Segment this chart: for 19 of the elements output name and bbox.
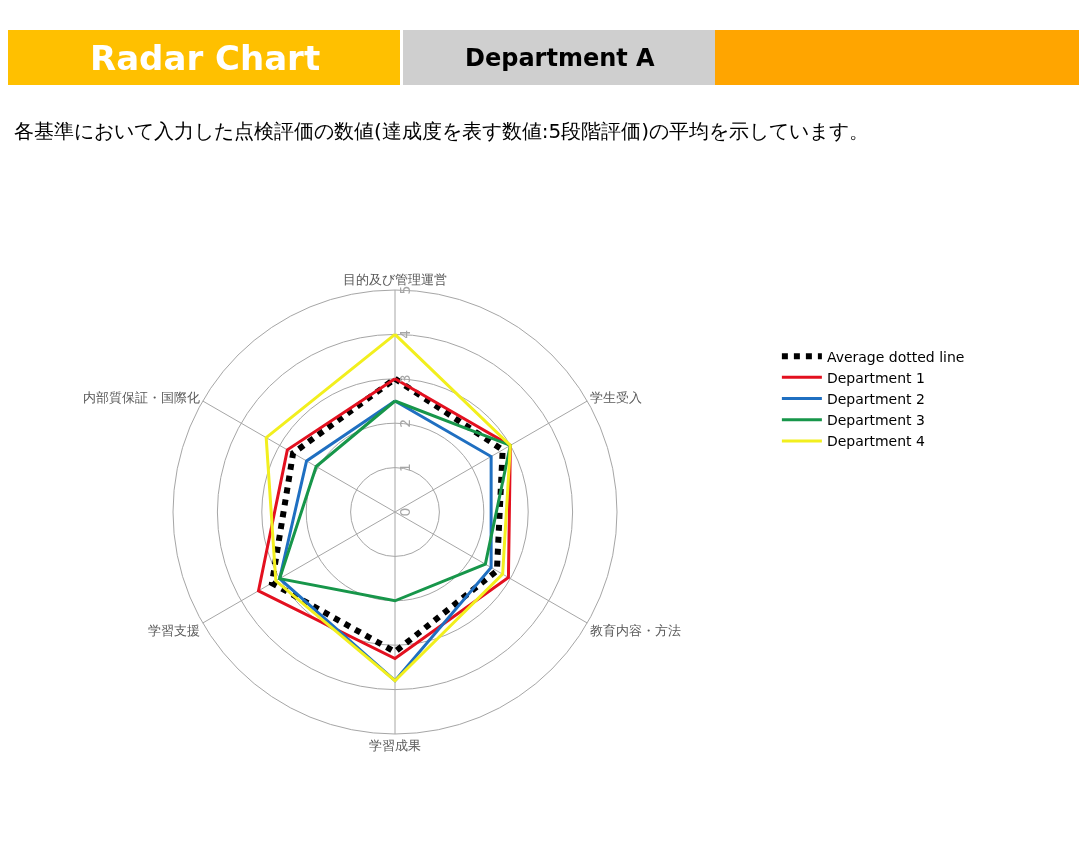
spoke-label: 内部質保証・国際化 [83, 390, 201, 406]
chart-subtitle: Department A [465, 44, 656, 72]
chart-title: Radar Chart [90, 38, 321, 78]
spoke-label: 目的及び管理運営 [343, 272, 447, 288]
text: 各基準において入力した点検評価の数値(達成度を表す数値:5段階評価)の平均を示しています。 [14, 119, 870, 143]
legend-label: Department 4 [826, 433, 926, 450]
y-tick-label: 0 [396, 507, 413, 517]
y-tick-label: 5 [396, 285, 413, 295]
legend-label: Average dotted line [826, 348, 965, 365]
y-tick-label: 3 [396, 374, 413, 384]
y-tick-label: 1 [396, 463, 413, 473]
spoke-label: 学習支援 [148, 622, 201, 638]
spoke-label: 教育内容・方法 [589, 622, 681, 638]
y-tick-label: 4 [396, 329, 413, 339]
legend-label: Department 3 [826, 412, 925, 429]
spoke-label: 学習成果 [369, 738, 421, 754]
legend-label: Department 2 [826, 391, 925, 408]
spoke-label: 学生受入 [589, 390, 642, 406]
legend-label: Department 1 [826, 369, 925, 386]
